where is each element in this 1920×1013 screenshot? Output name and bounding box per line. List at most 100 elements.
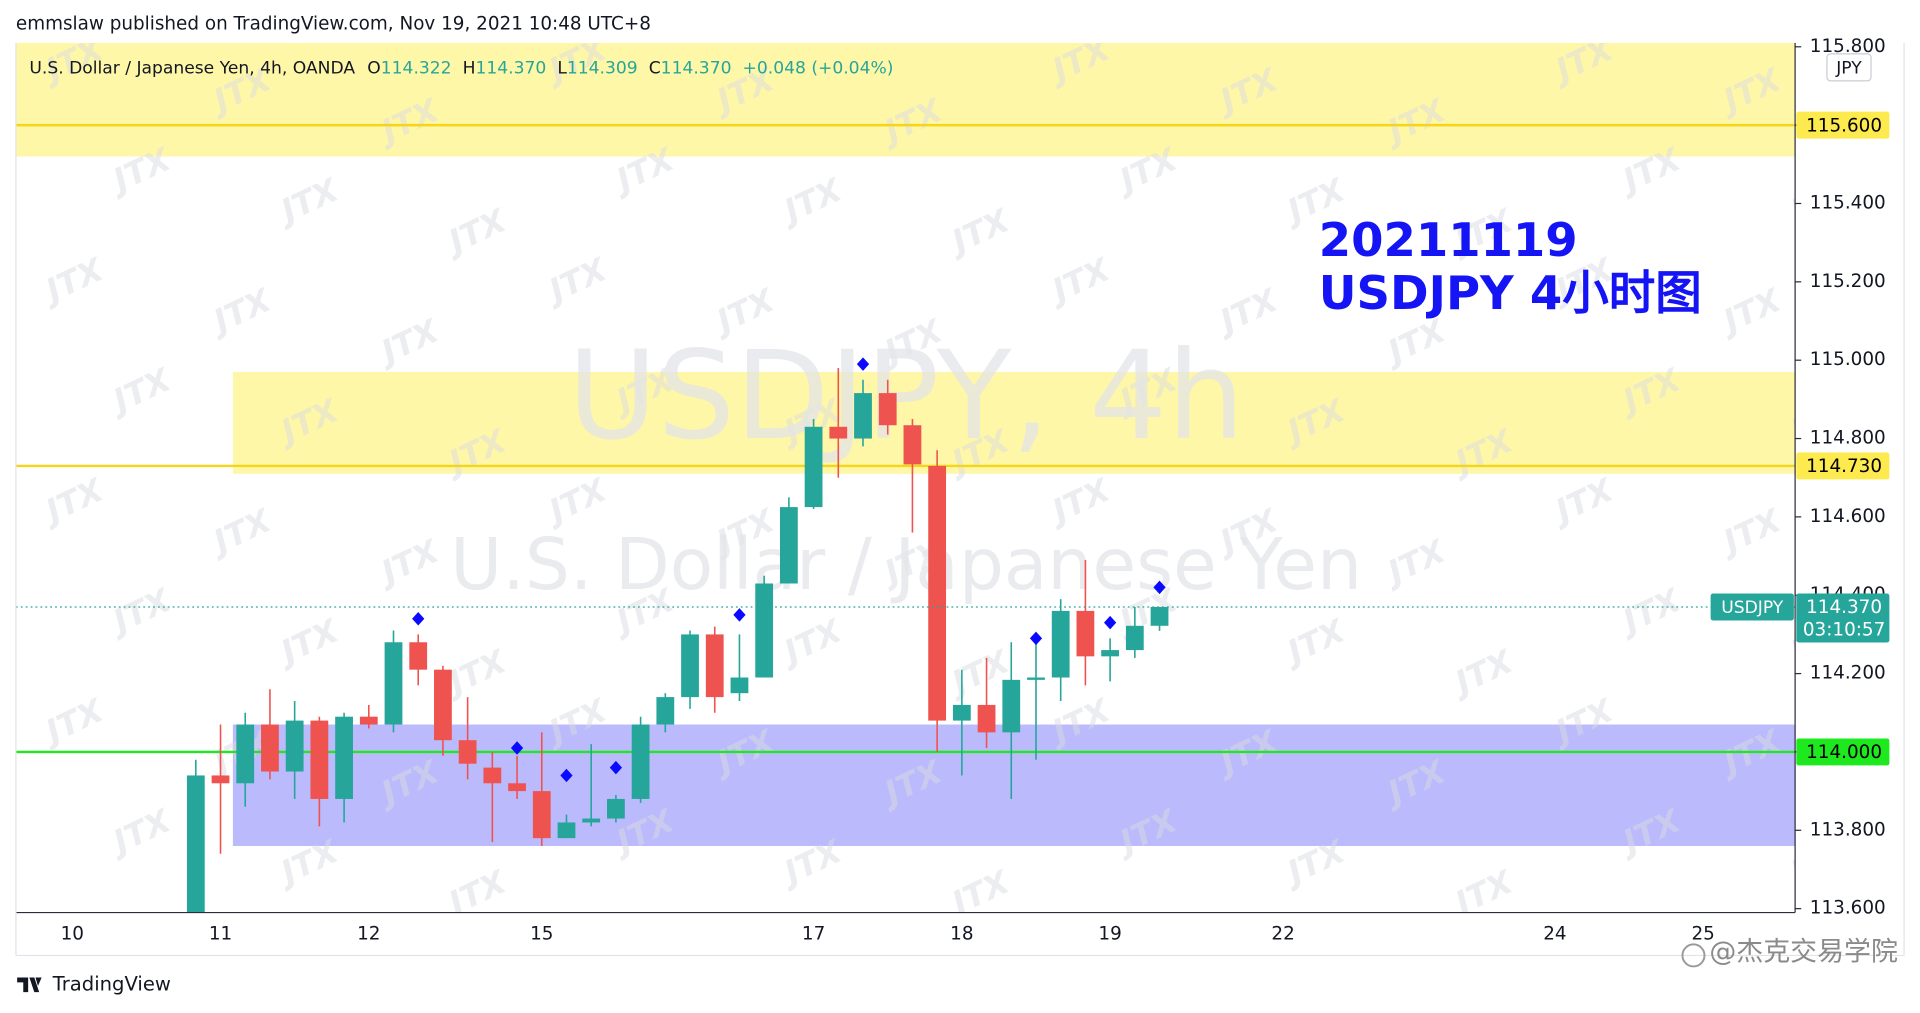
- ohlc-label: L: [557, 59, 567, 79]
- watermark-subtitle: U.S. Dollar / Japanese Yen: [450, 523, 1362, 606]
- candle-body: [928, 465, 947, 721]
- ohlc-value: 114.309: [567, 59, 638, 79]
- price-tag-symbol-box: [1710, 593, 1794, 621]
- candle-body: [335, 716, 353, 799]
- candle-body: [359, 716, 378, 725]
- x-tick-label: 18: [950, 924, 973, 945]
- candle-body: [186, 775, 205, 913]
- candle-body: [261, 724, 279, 772]
- ohlc-value: 114.322: [381, 59, 452, 79]
- credit: @杰克交易学院: [1709, 936, 1898, 967]
- level-tag-label: 114.000: [1806, 742, 1882, 763]
- candle-body: [977, 704, 996, 733]
- candle-body: [310, 720, 329, 799]
- candle-body: [285, 720, 304, 772]
- candle-body: [1076, 610, 1095, 657]
- signal-marker: [510, 741, 524, 755]
- candle-body: [1027, 677, 1045, 680]
- symbol-legend: U.S. Dollar / Japanese Yen, 4h, OANDA O11…: [29, 59, 893, 79]
- candle-body: [409, 642, 428, 670]
- brand: TradingView: [52, 972, 171, 995]
- symbol-name: U.S. Dollar / Japanese Yen, 4h, OANDA: [29, 59, 355, 79]
- signal-marker: [1029, 631, 1043, 646]
- currency-box: [1826, 53, 1872, 82]
- zone: [15, 42, 1796, 157]
- candle-body: [434, 669, 452, 741]
- level-tag: [1796, 111, 1890, 139]
- y-tick-label: 113.600: [1810, 898, 1886, 919]
- ohlc-label: C: [649, 59, 661, 79]
- candle-body: [532, 791, 551, 839]
- candle-body: [1051, 610, 1070, 678]
- candle-body: [1150, 606, 1169, 626]
- x-tick-label: 25: [1691, 924, 1714, 945]
- signal-marker: [609, 760, 623, 775]
- price-tag-countdown: 03:10:57: [1803, 619, 1885, 640]
- x-tick-label: 12: [357, 924, 380, 945]
- candle-body: [952, 704, 971, 721]
- candle-body: [631, 724, 650, 799]
- level-tag: [1796, 738, 1890, 766]
- price-tag-price: 114.370: [1806, 597, 1882, 618]
- candle-body: [1125, 625, 1144, 651]
- y-tick-label: 114.200: [1810, 663, 1886, 684]
- candle-body: [557, 822, 576, 839]
- price-tag-box: [1796, 593, 1890, 643]
- signal-marker: [560, 768, 573, 783]
- annotation: USDJPY 4小时图: [1319, 266, 1702, 320]
- candle-body: [779, 507, 798, 584]
- level-tag-label: 115.600: [1806, 115, 1882, 136]
- candle-body: [681, 634, 699, 698]
- ohlc-label: H: [463, 59, 476, 79]
- candle-body: [508, 783, 526, 792]
- candle-body: [804, 426, 823, 508]
- zone: [232, 371, 1796, 474]
- zone: [232, 724, 1796, 846]
- candle-body: [829, 426, 848, 439]
- candle-body: [878, 393, 897, 426]
- candle-body: [730, 677, 749, 694]
- publisher: emmslaw published on TradingView.com, No…: [16, 13, 651, 34]
- annotation: 20211119: [1319, 213, 1578, 267]
- level-tag: [1796, 452, 1890, 480]
- y-tick-label: 115.800: [1810, 36, 1886, 57]
- x-tick-label: 22: [1271, 924, 1294, 945]
- candle-body: [607, 798, 625, 819]
- candle-body: [755, 583, 774, 678]
- x-tick-label: 24: [1543, 924, 1566, 945]
- y-tick-label: 115.000: [1810, 349, 1886, 370]
- candle-body: [582, 818, 601, 823]
- change: +0.048 (+0.04%): [743, 59, 894, 79]
- x-tick-label: 17: [802, 924, 825, 945]
- ohlc-label: O: [367, 59, 380, 79]
- y-tick-label: 113.800: [1810, 819, 1886, 840]
- y-tick-label: 115.200: [1810, 271, 1886, 292]
- x-tick-label: 15: [530, 924, 553, 945]
- x-tick-label: 11: [209, 924, 232, 945]
- ohlc-value: 114.370: [476, 59, 547, 79]
- candle-body: [903, 425, 922, 465]
- y-tick-label: 114.800: [1810, 428, 1886, 449]
- candle-body: [483, 767, 502, 784]
- candle-body: [384, 642, 403, 725]
- candle-body: [656, 697, 675, 725]
- candle-body: [1002, 679, 1021, 733]
- candle-body: [1101, 650, 1120, 657]
- y-tick-label: 115.400: [1810, 192, 1886, 213]
- price-tag-symbol: USDJPY: [1721, 598, 1784, 618]
- credit-icon: [1681, 943, 1706, 968]
- x-tick-label: 19: [1098, 924, 1121, 945]
- level-tag-label: 114.730: [1806, 456, 1882, 477]
- candle-body: [236, 724, 255, 784]
- plot-area: JTXJTXJTXJTXJTXJTXJTXJTXJTXJTXJTXJTXJTXJ…: [15, 42, 1796, 913]
- candle-body: [854, 393, 872, 439]
- y-tick-label: 114.600: [1810, 506, 1886, 527]
- signal-marker: [733, 608, 746, 622]
- candle-body: [705, 634, 724, 698]
- candle-body: [211, 775, 230, 784]
- signal-marker: [856, 357, 870, 371]
- ohlc-value: 114.370: [661, 59, 732, 79]
- candle-body: [458, 740, 477, 764]
